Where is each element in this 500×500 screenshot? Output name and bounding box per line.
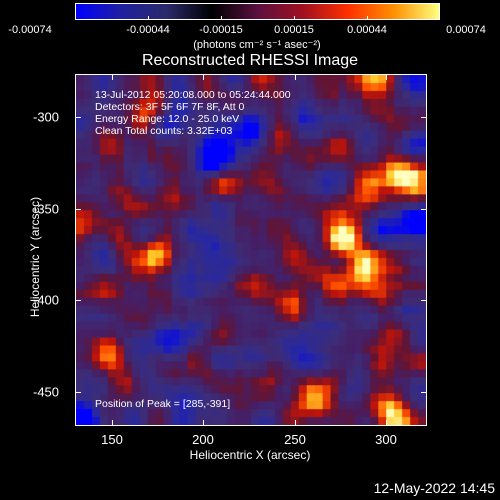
y-tick: [75, 117, 81, 118]
info-detectors: Detectors: 3F 5F 6F 7F 8F, Att 0: [95, 101, 245, 113]
colorbar: [75, 3, 440, 20]
x-tick: [203, 420, 204, 426]
y-tick: [421, 392, 427, 393]
x-tick: [112, 74, 113, 80]
colorbar-tick-label: -0.00044: [126, 24, 170, 36]
x-tick: [386, 74, 387, 80]
info-clean-counts: Clean Total counts: 3.32E+03: [95, 125, 233, 137]
y-tick: [75, 392, 81, 393]
y-tick-label: -400: [33, 292, 60, 308]
colorbar-tick-label: 0.00015: [274, 24, 314, 36]
colorbar-units: (photons cm⁻² s⁻¹ asec⁻²): [193, 39, 321, 51]
info-peak-position: Position of Peak = [285,-391]: [95, 398, 231, 410]
x-tick: [203, 74, 204, 80]
colorbar-tick-label: -0.00015: [199, 24, 243, 36]
x-tick-label: 150: [101, 432, 123, 447]
y-tick: [421, 300, 427, 301]
plot-title: Reconstructed RHESSI Image: [141, 52, 359, 69]
x-tick-label: 250: [284, 432, 306, 447]
y-tick: [421, 117, 427, 118]
x-tick: [295, 420, 296, 426]
timestamp: 12-May-2022 14:45: [373, 480, 495, 496]
colorbar-tick: [294, 16, 295, 20]
colorbar-tick-label: -0.00074: [8, 24, 52, 36]
heatmap-image: [76, 75, 426, 425]
colorbar-tick-label: 0.00044: [347, 24, 387, 36]
plot-area: 13-Jul-2012 05:20:08.000 to 05:24:44.000…: [75, 74, 427, 426]
colorbar-tick: [367, 16, 368, 20]
y-tick: [75, 300, 81, 301]
x-tick-label: 300: [375, 432, 397, 447]
colorbar-tick: [439, 16, 440, 20]
x-tick: [386, 420, 387, 426]
colorbar-tick: [148, 16, 149, 20]
y-tick: [75, 209, 81, 210]
y-axis-label: Heliocentric Y (arcsec): [28, 196, 42, 318]
x-tick: [295, 74, 296, 80]
info-energy-range: Energy Range: 12.0 - 25.0 keV: [95, 113, 240, 125]
y-tick-label: -350: [33, 201, 60, 217]
x-tick: [112, 420, 113, 426]
y-tick-label: -300: [33, 109, 60, 125]
info-time-range: 13-Jul-2012 05:20:08.000 to 05:24:44.000: [95, 89, 291, 101]
colorbar-tick: [75, 16, 76, 20]
colorbar-tick: [221, 16, 222, 20]
x-axis-label: Heliocentric X (arcsec): [189, 448, 311, 462]
y-tick: [421, 209, 427, 210]
colorbar-tick-label: 0.00074: [446, 24, 486, 36]
x-tick-label: 200: [192, 432, 214, 447]
y-tick-label: -450: [33, 384, 60, 400]
